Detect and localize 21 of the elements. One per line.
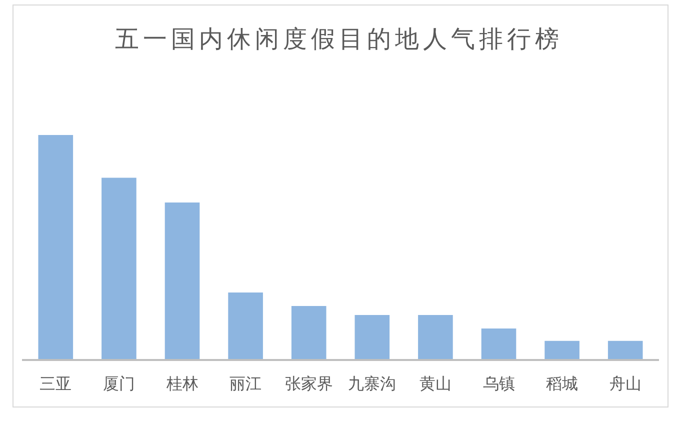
x-tick-label: 九寨沟 bbox=[348, 374, 396, 393]
bar bbox=[164, 202, 200, 360]
x-tick-label: 丽江 bbox=[230, 374, 262, 393]
bar bbox=[544, 340, 580, 360]
bar bbox=[102, 178, 136, 360]
bar bbox=[38, 135, 74, 360]
x-tick-label: 舟山 bbox=[609, 374, 642, 393]
x-tick-label: 稻城 bbox=[546, 374, 578, 393]
bar bbox=[291, 306, 326, 360]
x-tick-label: 桂林 bbox=[165, 374, 198, 393]
x-tick-label: 张家界 bbox=[284, 374, 333, 393]
chart-title: 五一国内休闲度假目的地人气排行榜 bbox=[115, 25, 563, 53]
x-tick-label: 黄山 bbox=[419, 374, 452, 393]
x-tick-label: 厦门 bbox=[102, 374, 135, 393]
x-tick-label: 乌镇 bbox=[482, 374, 515, 393]
bar bbox=[481, 328, 516, 360]
bar bbox=[354, 315, 390, 360]
bar bbox=[608, 340, 643, 360]
bar bbox=[418, 315, 453, 360]
bar bbox=[228, 292, 263, 360]
x-tick-label: 三亚 bbox=[40, 374, 72, 393]
